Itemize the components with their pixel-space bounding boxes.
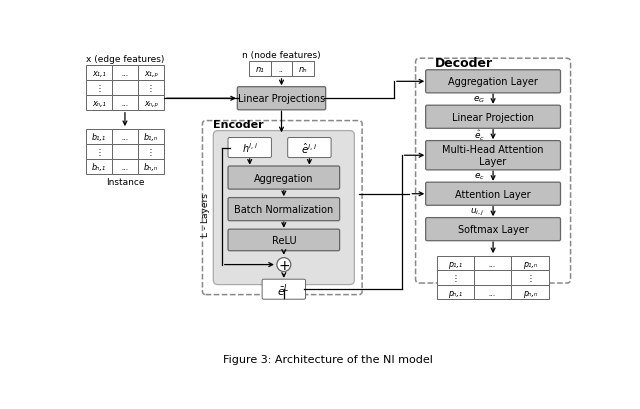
Bar [138, 145, 164, 160]
Text: +: + [278, 258, 290, 272]
Bar [511, 271, 549, 285]
Text: ⋮: ⋮ [526, 274, 534, 283]
Text: ...: ... [121, 69, 129, 78]
Text: x (edge features): x (edge features) [86, 55, 164, 64]
Text: Instance: Instance [106, 178, 144, 187]
Text: Linear Projection: Linear Projection [452, 112, 534, 122]
Text: pₙ,₁: pₙ,₁ [448, 288, 462, 297]
Bar [474, 256, 511, 271]
Bar [112, 66, 138, 81]
Text: p₁,₁: p₁,₁ [448, 259, 462, 268]
FancyBboxPatch shape [213, 131, 355, 285]
Bar [138, 81, 164, 96]
FancyBboxPatch shape [237, 88, 326, 110]
Text: Aggregation: Aggregation [254, 173, 314, 183]
Text: ReLU: ReLU [271, 235, 296, 245]
Bar [112, 96, 138, 110]
Text: $e_G$: $e_G$ [473, 94, 485, 105]
Text: Batch Normalization: Batch Normalization [234, 204, 333, 215]
Text: Encoder: Encoder [213, 120, 264, 130]
Bar [86, 145, 112, 160]
Text: ⋮: ⋮ [95, 148, 103, 157]
Text: n₁: n₁ [255, 65, 264, 74]
FancyBboxPatch shape [228, 166, 340, 190]
FancyBboxPatch shape [228, 138, 271, 158]
Text: ..: .. [279, 65, 284, 74]
Bar [271, 61, 292, 77]
Bar [112, 81, 138, 96]
Bar [112, 130, 138, 145]
Bar [511, 285, 549, 299]
Bar [138, 130, 164, 145]
Text: p₁,ₙ: p₁,ₙ [523, 259, 537, 268]
Text: Figure 3: Architecture of the NI model: Figure 3: Architecture of the NI model [223, 354, 433, 364]
FancyBboxPatch shape [262, 279, 305, 299]
Bar [86, 66, 112, 81]
Bar [474, 271, 511, 285]
Text: Linear Projections: Linear Projections [238, 94, 325, 104]
Text: b₁,ₙ: b₁,ₙ [144, 133, 158, 142]
Text: $u_{i,j}$: $u_{i,j}$ [470, 207, 485, 218]
Bar [292, 61, 314, 77]
Bar [112, 145, 138, 160]
Text: Softmax Layer: Softmax Layer [458, 225, 529, 235]
Bar [138, 66, 164, 81]
Text: b₁,₁: b₁,₁ [92, 133, 106, 142]
Text: x₁,₁: x₁,₁ [92, 69, 106, 78]
Text: ⋮: ⋮ [451, 274, 460, 283]
Text: xₙ,ₚ: xₙ,ₚ [144, 99, 157, 108]
Bar [86, 96, 112, 110]
FancyBboxPatch shape [426, 71, 561, 94]
FancyBboxPatch shape [426, 106, 561, 129]
Text: $\hat{e}_c$: $\hat{e}_c$ [474, 128, 484, 142]
Text: x₁,ₚ: x₁,ₚ [144, 69, 157, 78]
Bar [86, 160, 112, 174]
Bar [436, 285, 474, 299]
Text: Decoder: Decoder [435, 57, 493, 70]
Bar [474, 285, 511, 299]
Bar [138, 96, 164, 110]
Text: pₙ,ₙ: pₙ,ₙ [523, 288, 537, 297]
Text: nₙ: nₙ [299, 65, 307, 74]
FancyBboxPatch shape [426, 183, 561, 206]
Text: bₙ,ₙ: bₙ,ₙ [144, 162, 158, 171]
Text: ⋮: ⋮ [147, 148, 155, 157]
Text: ...: ... [121, 162, 129, 171]
Bar [138, 160, 164, 174]
Bar [86, 81, 112, 96]
Text: bₙ,₁: bₙ,₁ [92, 162, 106, 171]
Text: Multi-Head Attention
Layer: Multi-Head Attention Layer [442, 145, 544, 166]
FancyBboxPatch shape [288, 138, 331, 158]
Text: Attention Layer: Attention Layer [455, 189, 531, 199]
Text: ...: ... [489, 288, 497, 297]
Text: $h^{l,i}$: $h^{l,i}$ [242, 141, 258, 155]
Bar [112, 160, 138, 174]
FancyBboxPatch shape [426, 141, 561, 171]
Text: xₙ,₁: xₙ,₁ [92, 99, 106, 108]
FancyBboxPatch shape [228, 229, 340, 251]
Text: L - Layers: L - Layers [201, 192, 210, 236]
FancyBboxPatch shape [228, 198, 340, 221]
Text: Aggregation Layer: Aggregation Layer [448, 77, 538, 87]
Bar [249, 61, 271, 77]
Circle shape [277, 258, 291, 272]
Bar [436, 256, 474, 271]
Bar [511, 256, 549, 271]
Text: ...: ... [121, 99, 129, 108]
Bar [86, 130, 112, 145]
Text: $\hat{e}^{l,i}$: $\hat{e}^{l,i}$ [301, 141, 317, 155]
Text: ...: ... [489, 259, 497, 268]
Text: ...: ... [121, 133, 129, 142]
Text: ⋮: ⋮ [147, 84, 155, 93]
Text: ⋮: ⋮ [95, 84, 103, 93]
Text: $e_c$: $e_c$ [474, 171, 484, 182]
Bar [436, 271, 474, 285]
Text: $\bar{e}^{L}$: $\bar{e}^{L}$ [277, 281, 290, 298]
FancyBboxPatch shape [426, 218, 561, 241]
Text: n (node features): n (node features) [242, 51, 321, 60]
